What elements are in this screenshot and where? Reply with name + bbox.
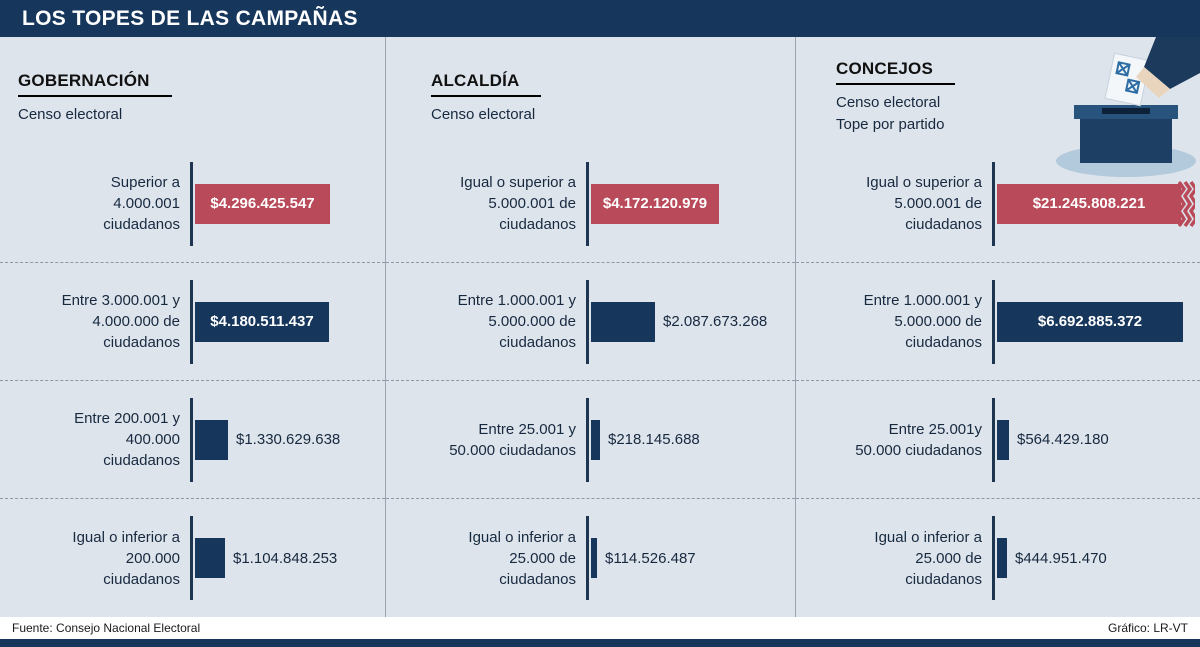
rows-container: Superior a 4.000.001 ciudadanos $4.296.425.… xyxy=(0,145,385,617)
value-bar xyxy=(591,419,600,460)
axis-line xyxy=(190,397,193,482)
value-bar: $4.180.511.437 xyxy=(195,301,329,342)
value-label: $564.429.180 xyxy=(1017,431,1109,448)
bar-break-zigzag-icon xyxy=(1178,180,1195,227)
column-alcaldia: ALCALDÍA Censo electoral Igual o superio… xyxy=(385,37,795,617)
row-label: Igual o superior a 5.000.001 de ciudadanos xyxy=(866,174,982,233)
chart-area: GOBERNACIÓN Censo electoral Superior a 4.… xyxy=(0,37,1200,617)
value-bar xyxy=(591,538,597,578)
bar-wrap: $2.087.673.268 xyxy=(591,301,768,342)
column-subtitle-2: Tope por partido xyxy=(836,116,945,134)
bar-wrap: $4.296.425.547 xyxy=(195,183,330,224)
row-label: Entre 3.000.001 y 4.000.000 de ciudadanos xyxy=(61,292,180,351)
column-subtitle: Censo electoral xyxy=(18,106,123,123)
axis-line xyxy=(586,279,589,364)
column-title: GOBERNACIÓN xyxy=(18,71,172,97)
row-label: Igual o inferior a 25.000 de ciudadanos xyxy=(468,528,576,588)
axis-line xyxy=(190,161,193,246)
row-label: Igual o inferior a 200.000 ciudadanos xyxy=(72,528,180,588)
page-title: LOS TOPES DE LAS CAMPAÑAS xyxy=(22,6,358,30)
infographic-title-bar: LOS TOPES DE LAS CAMPAÑAS xyxy=(0,0,1200,37)
axis-line xyxy=(992,516,995,600)
footer: Fuente: Consejo Nacional Electoral Gráfi… xyxy=(0,617,1200,639)
row-label: Superior a 4.000.001 ciudadanos xyxy=(103,174,180,233)
chart-row: Igual o superior a 5.000.001 de ciudadanos… xyxy=(386,145,795,263)
bar-wrap: $4.172.120.979 xyxy=(591,183,719,224)
chart-row: Igual o superior a 5.000.001 de ciudadanos… xyxy=(796,145,1200,263)
chart-row: Entre 25.001 y 50.000 ciudadanos $218.145.… xyxy=(386,381,795,499)
bar-wrap: $1.104.848.253 xyxy=(195,538,337,578)
chart-row: Entre 200.001 y 400.000 ciudadanos $1.330.6… xyxy=(0,381,385,499)
value-label: $218.145.688 xyxy=(608,431,700,448)
chart-row: Entre 1.000.001 y 5.000.000 de ciudadanos $… xyxy=(386,263,795,381)
axis-line xyxy=(190,279,193,364)
column-header: GOBERNACIÓN Censo electoral xyxy=(0,37,385,145)
column-title: CONCEJOS xyxy=(836,59,956,85)
axis-line xyxy=(992,279,995,364)
value-bar: $6.692.885.372 xyxy=(997,301,1183,342)
row-label: Entre 1.000.001 y 5.000.000 de ciudadanos xyxy=(457,292,576,351)
chart-row: Entre 25.001y 50.000 ciudadanos $564.429.1… xyxy=(796,381,1200,499)
value-bar xyxy=(195,538,225,578)
column-subtitle: Censo electoral xyxy=(431,106,536,123)
row-label: Entre 200.001 y 400.000 ciudadanos xyxy=(74,410,180,469)
value-bar xyxy=(195,419,228,460)
column-title: ALCALDÍA xyxy=(431,71,542,97)
chart-row: Entre 1.000.001 y 5.000.000 de ciudadanos $… xyxy=(796,263,1200,381)
axis-line xyxy=(586,516,589,600)
column-header: ALCALDÍA Censo electoral xyxy=(386,37,795,145)
value-label: $444.951.470 xyxy=(1015,549,1107,567)
axis-line xyxy=(586,397,589,482)
chart-row: Entre 3.000.001 y 4.000.000 de ciudadanos $… xyxy=(0,263,385,381)
chart-row: Superior a 4.000.001 ciudadanos $4.296.425.… xyxy=(0,145,385,263)
bar-wrap: $4.180.511.437 xyxy=(195,301,329,342)
value-bar: $21.245.808.221 xyxy=(997,183,1181,224)
axis-line xyxy=(586,161,589,246)
bar-wrap: $218.145.688 xyxy=(591,419,700,460)
graphic-credit: Gráfico: LR-VT xyxy=(1107,621,1188,635)
column-subtitle: Censo electoral xyxy=(836,94,941,111)
value-bar xyxy=(997,538,1007,578)
bar-wrap: $21.245.808.221 xyxy=(997,180,1195,227)
value-label: $114.526.487 xyxy=(605,549,696,567)
bar-wrap: $6.692.885.372 xyxy=(997,301,1183,342)
rows-container: Igual o superior a 5.000.001 de ciudadanos… xyxy=(796,145,1200,617)
row-label: Entre 25.001 y 50.000 ciudadanos xyxy=(449,420,576,459)
axis-line xyxy=(992,397,995,482)
rows-container: Igual o superior a 5.000.001 de ciudadanos… xyxy=(386,145,795,617)
bottom-accent-bar xyxy=(0,639,1200,647)
value-bar xyxy=(591,301,655,342)
value-bar xyxy=(997,419,1009,460)
column-gobernacion: GOBERNACIÓN Censo electoral Superior a 4.… xyxy=(0,37,385,617)
value-bar: $4.296.425.547 xyxy=(195,183,330,224)
row-label: Entre 1.000.001 y 5.000.000 de ciudadanos xyxy=(863,292,982,351)
value-label: $1.104.848.253 xyxy=(233,549,338,567)
chart-row: Igual o inferior a 25.000 de ciudadanos $44… xyxy=(796,499,1200,617)
column-header: CONCEJOS Censo electoral Tope por partid… xyxy=(796,37,1200,145)
row-label: Igual o superior a 5.000.001 de ciudadanos xyxy=(460,174,576,233)
bar-wrap: $564.429.180 xyxy=(997,419,1109,460)
value-label: $1.330.629.638 xyxy=(236,431,341,448)
bar-wrap: $444.951.470 xyxy=(997,538,1107,578)
chart-row: Igual o inferior a 200.000 ciudadanos $1.10… xyxy=(0,499,385,617)
bar-wrap: $114.526.487 xyxy=(591,538,696,578)
row-label: Igual o inferior a 25.000 de ciudadanos xyxy=(874,528,982,588)
value-bar: $4.172.120.979 xyxy=(591,183,719,224)
axis-line xyxy=(190,516,193,600)
bar-wrap: $1.330.629.638 xyxy=(195,419,341,460)
chart-row: Igual o inferior a 25.000 de ciudadanos $11… xyxy=(386,499,795,617)
row-label: Entre 25.001y 50.000 ciudadanos xyxy=(855,420,982,459)
axis-line xyxy=(992,161,995,246)
column-concejos: CONCEJOS Censo electoral Tope por partid… xyxy=(795,37,1200,617)
source-credit: Fuente: Consejo Nacional Electoral xyxy=(12,621,201,635)
value-label: $2.087.673.268 xyxy=(663,313,768,330)
